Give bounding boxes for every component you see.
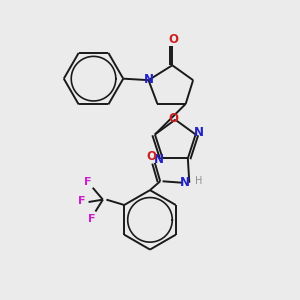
Text: N: N xyxy=(143,73,154,86)
Text: O: O xyxy=(146,150,156,164)
Text: O: O xyxy=(168,33,178,46)
Text: N: N xyxy=(180,176,190,189)
Text: N: N xyxy=(154,153,164,167)
Text: F: F xyxy=(78,196,86,206)
Text: N: N xyxy=(194,127,204,140)
Text: H: H xyxy=(195,176,203,186)
Text: O: O xyxy=(169,112,179,125)
Text: F: F xyxy=(88,214,95,224)
Text: F: F xyxy=(84,177,91,187)
